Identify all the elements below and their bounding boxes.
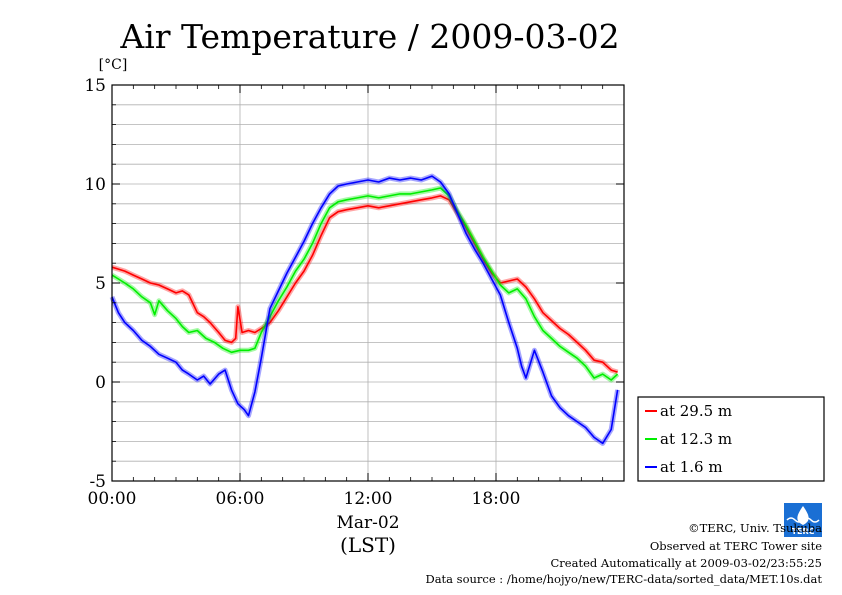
series-band-1 (110, 185, 620, 383)
grid-lines (112, 85, 624, 481)
series-line-1 (111, 187, 619, 381)
legend-label-1: at 12.3 m (660, 430, 732, 448)
y-tick-label: 5 (95, 274, 106, 294)
water-drop-icon (797, 506, 809, 525)
series-line-2 (111, 175, 619, 445)
y-tick-label: 15 (84, 76, 106, 96)
chart-title: Air Temperature / 2009-03-02 (119, 17, 619, 56)
y-tick-label: -5 (89, 472, 106, 492)
legend: at 29.5 m at 12.3 m at 1.6 m (637, 396, 825, 482)
y-tick-label: 10 (84, 175, 106, 195)
y-axis-unit-label: [°C] (99, 57, 128, 73)
legend-label-0: at 29.5 m (660, 402, 732, 420)
x-tick-label: 12:00 (344, 489, 393, 509)
x-tick-label: 00:00 (88, 489, 137, 509)
x-axis-date-label: Mar-02 (336, 513, 399, 533)
footer-created: Created Automatically at 2009-03-02/23:5… (551, 556, 823, 570)
terc-logo: TERC (784, 503, 822, 537)
x-tick-label: 06:00 (216, 489, 265, 509)
series-line-0 (111, 195, 618, 373)
series-lines (109, 173, 621, 446)
logo-text: TERC (792, 527, 815, 536)
x-axis-unit-label: (LST) (340, 533, 396, 557)
x-tick-label: 18:00 (472, 489, 521, 509)
series-band-0 (111, 193, 619, 375)
axis-ticks: 15 10 5 0 -500:00 06:00 12:00 18:00 (84, 76, 624, 509)
wave-icon (786, 517, 820, 523)
footer-source: Data source : /home/hojyo/new/TERC-data/… (425, 572, 822, 586)
legend-label-2: at 1.6 m (660, 458, 723, 476)
footer-site: Observed at TERC Tower site (650, 539, 822, 553)
footer-copyright: ©TERC, Univ. Tsukuba (688, 521, 822, 535)
y-tick-label: 0 (95, 373, 106, 393)
legend-box (637, 396, 825, 482)
